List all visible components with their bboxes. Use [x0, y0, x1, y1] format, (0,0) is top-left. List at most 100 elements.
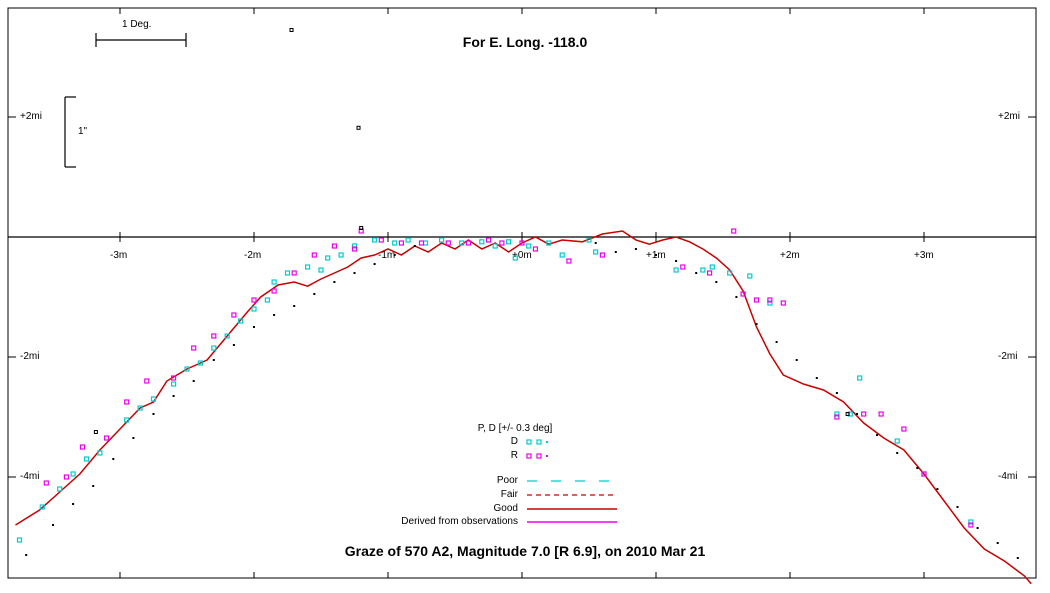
chart-title: Graze of 570 A2, Magnitude 7.0 [R 6.9], … — [344, 543, 706, 559]
legend-d-label: D — [510, 436, 518, 447]
d-observation-marker — [767, 300, 773, 306]
predicted-limb-dot — [253, 326, 255, 328]
y-tick-label-right: +2mi — [998, 111, 1020, 122]
r-observation-marker — [63, 474, 70, 480]
d-observation-marker — [593, 249, 599, 255]
predicted-limb-dot — [52, 524, 54, 526]
profile-curves — [15, 230, 1032, 585]
predicted-limb-dot — [876, 434, 879, 436]
r-observation-marker — [680, 264, 686, 270]
other-observation-marker — [93, 430, 98, 434]
r-observation-marker — [878, 411, 884, 417]
predicted-limb-dot — [795, 359, 798, 361]
x-tick-label: +1m — [646, 250, 666, 261]
d-observation-marker — [479, 239, 485, 245]
r-observation-marker — [519, 240, 525, 246]
r-observation-marker — [231, 312, 237, 318]
r-observation-marker — [901, 426, 907, 432]
r-observation-marker — [418, 240, 425, 246]
predicted-limb-dot — [815, 377, 818, 379]
predicted-limb-dot — [996, 542, 999, 544]
predicted-limb-dot — [112, 458, 115, 460]
x-tick-label: -1m — [378, 250, 396, 261]
d-observation-marker — [325, 255, 331, 261]
predicted-limb-dot — [72, 503, 75, 505]
r-observation-marker — [43, 480, 49, 486]
d-observation-marker — [97, 450, 103, 456]
legend-r-marker-2 — [536, 453, 542, 459]
predicted-limb-dot — [916, 467, 919, 469]
r-observation-marker — [331, 243, 337, 249]
d-observation-marker — [284, 270, 291, 276]
d-observation-marker — [459, 240, 465, 246]
legend-line-label-poor: Poor — [496, 475, 518, 486]
d-observation-marker — [171, 381, 177, 387]
r-observation-marker — [351, 246, 358, 252]
d-observation-marker — [351, 243, 358, 249]
d-observation-marker — [83, 456, 90, 462]
d-observation-marker — [16, 537, 23, 543]
r-observation-marker — [499, 240, 505, 246]
d-observation-marker — [747, 273, 753, 279]
r-observation-marker — [968, 522, 974, 528]
r-observation-marker — [211, 333, 217, 339]
r-observation-marker — [532, 246, 539, 252]
r-observation-marker — [103, 435, 110, 441]
d-observation-marker — [251, 306, 257, 312]
d-observation-marker — [238, 318, 244, 324]
r-observation-marker — [780, 300, 786, 306]
r-observation-marker — [921, 471, 927, 477]
r-observation-marker — [740, 291, 746, 297]
d-observation-marker — [264, 297, 270, 303]
r-observation-marker — [706, 270, 713, 276]
d-observation-marker — [318, 267, 324, 273]
r-observation-marker — [191, 345, 197, 351]
d-observation-marker — [197, 360, 203, 366]
predicted-limb-dot — [655, 254, 657, 256]
d-observation-marker — [586, 237, 592, 243]
r-observation-marker — [398, 240, 404, 246]
d-observation-marker — [338, 252, 344, 258]
good-profile-line — [15, 230, 1032, 585]
x-tick-label: -2m — [244, 250, 262, 261]
d-observation-marker — [700, 267, 706, 273]
r-observation-marker — [861, 411, 867, 417]
r-observation-marker — [731, 228, 737, 234]
other-observation-marker — [356, 125, 361, 130]
scale-bar-h-label: 1 Deg. — [122, 19, 152, 30]
predicted-limb-dot — [25, 554, 28, 556]
d-observation-marker — [405, 237, 411, 243]
d-observation-marker — [372, 237, 378, 243]
legend-line-label-derived: Derived from observations — [401, 516, 518, 527]
predicted-limb-dot — [92, 485, 95, 487]
d-observation-marker — [546, 240, 552, 246]
d-observation-marker — [847, 411, 853, 417]
d-observation-marker — [857, 375, 863, 381]
predicted-limb-dot — [353, 272, 356, 274]
predicted-limb-dot — [896, 452, 899, 454]
d-observation-marker — [673, 267, 679, 273]
predicted-limb-dot — [393, 254, 396, 256]
d-observation-marker — [124, 417, 130, 423]
predicted-limb-dot — [232, 344, 235, 346]
legend-heading: P, D [+/- 0.3 deg] — [477, 423, 553, 434]
d-observation-marker — [492, 243, 498, 249]
predicted-limb-dot — [634, 248, 637, 250]
r-observation-marker — [79, 444, 86, 450]
d-observation-marker — [559, 252, 565, 258]
y-tick-label-right: -4mi — [998, 471, 1018, 482]
scale-bar-v-label: 1" — [78, 126, 88, 137]
d-observation-marker — [894, 438, 900, 444]
r-observation-marker — [445, 240, 451, 246]
r-observation-marker — [566, 258, 572, 264]
other-observation-marker — [845, 412, 850, 416]
predicted-limb-dot — [132, 437, 135, 439]
predicted-limb-dot — [675, 260, 678, 262]
r-observation-marker — [271, 288, 277, 294]
legend-d-dot — [546, 441, 548, 443]
predicted-limb-dot — [172, 395, 175, 397]
chart-subtitle: For E. Long. -118.0 — [462, 34, 588, 50]
predicted-limb-dot — [614, 251, 617, 253]
y-tick-label-left: +2mi — [20, 111, 42, 122]
